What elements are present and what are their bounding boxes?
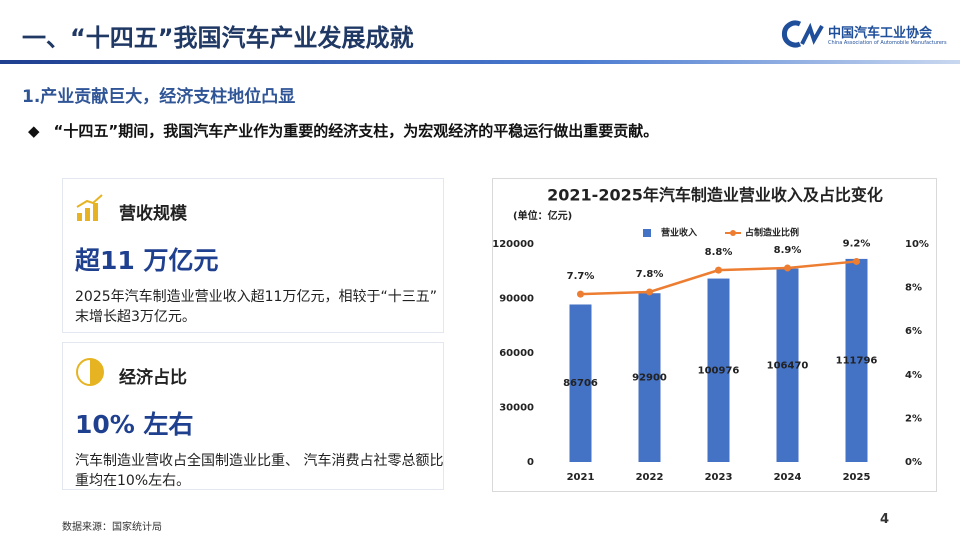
chart-box: 2021-2025年汽车制造业营业收入及占比变化 (单位：亿元) 0 30000 6…: [492, 178, 937, 492]
section-title: 1.产业贡献巨大，经济支柱地位凸显: [22, 87, 296, 107]
chart: 2021-2025年汽车制造业营业收入及占比变化 (单位：亿元) 0 30000 6…: [492, 186, 929, 484]
source: 数据来源：国家统计局: [62, 522, 162, 533]
x-tick-label: 2022: [636, 472, 664, 483]
unit-label: (单位：亿元): [513, 209, 572, 222]
bar: [845, 258, 868, 462]
y-tick-label: 120000: [493, 239, 534, 250]
line-point: [853, 257, 860, 265]
slide-title: 一、“十四五”我国汽车产业发展成就: [22, 24, 414, 52]
bar-label: 100976: [698, 365, 740, 376]
card-icon: [76, 194, 103, 221]
card: 营收规模 超11 万亿元 2025年汽车制造业营业收入超11万亿元，相较于“十三…: [62, 178, 444, 333]
logo-name: 中国汽车工业协会: [828, 26, 933, 41]
line-label: 8.9%: [774, 245, 802, 256]
bar: [569, 304, 592, 462]
card-highlight: 10% 左右: [75, 410, 194, 439]
legend-label: 营业收入: [661, 227, 697, 239]
page-number: 4: [880, 512, 890, 527]
bar: [638, 293, 661, 462]
x-tick-label: 2023: [705, 472, 733, 483]
y2-tick-label: 2%: [905, 413, 922, 424]
bar-label: 92900: [632, 373, 667, 384]
logo-icon: [781, 20, 824, 48]
line-label: 8.8%: [705, 247, 733, 258]
bullet-text: “十四五”期间，我国汽车产业作为重要的经济支柱，为宏观经济的平稳运行做出重要贡献…: [53, 122, 659, 140]
card: 经济占比 10% 左右 汽车制造业营收占全国制造业比重、 汽车消费占社零总额比重…: [62, 342, 444, 490]
x-tick-label: 2021: [567, 472, 595, 483]
legend-swatch: [643, 229, 651, 237]
x-tick-label: 2024: [774, 472, 802, 483]
y-tick-label: 60000: [499, 348, 534, 359]
bar: [776, 268, 799, 462]
header-rule: [0, 60, 960, 64]
card-highlight: 超11 万亿元: [75, 246, 219, 275]
chart-title: 2021-2025年汽车制造业营业收入及占比变化: [547, 186, 883, 205]
card-heading: 营收规模: [119, 204, 187, 224]
logo-english: China Association of Automobile Manufact…: [828, 40, 947, 46]
y-tick-label: 30000: [499, 403, 534, 414]
y2-tick-label: 4%: [905, 370, 922, 381]
y2-tick-label: 8%: [905, 283, 922, 294]
line-point: [784, 264, 791, 272]
legend-label: 占制造业比例: [745, 227, 799, 239]
line-point: [646, 288, 653, 296]
line-label: 7.8%: [636, 269, 664, 280]
bar: [707, 278, 730, 462]
bar-label: 106470: [767, 360, 809, 371]
legend-swatch: [730, 230, 736, 236]
card-text: 2025年汽车制造业营业收入超11万亿元，相较于“十三五”末增长超3万亿元。: [75, 289, 437, 325]
bar-label: 86706: [563, 378, 598, 389]
line-point: [577, 290, 584, 298]
y2-tick-label: 0%: [905, 457, 922, 468]
card-icon: [76, 358, 104, 386]
bar-label: 111796: [836, 355, 878, 366]
y2-tick-label: 6%: [905, 326, 922, 337]
bullet: ◆ “十四五”期间，我国汽车产业作为重要的经济支柱，为宏观经济的平稳运行做出重要贡…: [28, 122, 659, 140]
line-point: [715, 266, 722, 274]
card-heading: 经济占比: [119, 368, 187, 388]
x-tick-label: 2025: [843, 472, 871, 483]
y2-tick-label: 10%: [905, 239, 929, 250]
y-tick-label: 90000: [499, 294, 534, 305]
card-text: 汽车制造业营收占全国制造业比重、 汽车消费占社零总额比重均在10%左右。: [75, 453, 444, 489]
y-tick-label: 0: [527, 457, 534, 468]
line-label: 7.7%: [567, 271, 595, 282]
line-label: 9.2%: [843, 238, 871, 249]
